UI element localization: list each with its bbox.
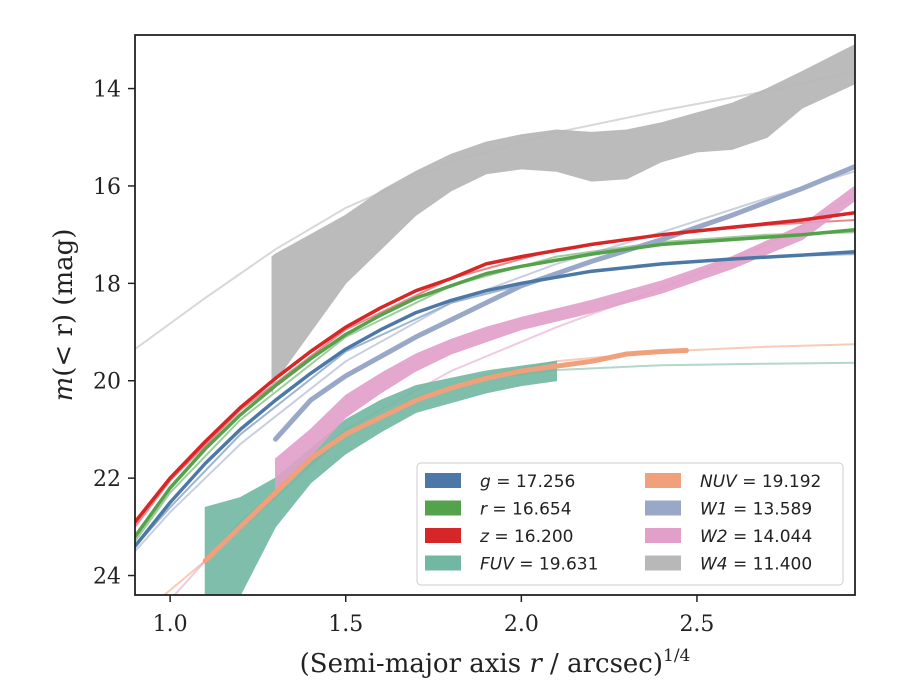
- y-axis-label: m(< r) (mag): [49, 229, 79, 402]
- model-curve-w1: [135, 170, 855, 552]
- legend-label-g: g = 17.256: [480, 472, 575, 492]
- legend-swatch-r: [425, 500, 461, 516]
- legend-swatch-nuv: [645, 473, 681, 488]
- x-tick-label: 1.0: [153, 612, 188, 637]
- series-line-nuv: [202, 348, 689, 564]
- y-tick-label: 20: [93, 370, 121, 395]
- legend-swatch-fuv: [425, 555, 461, 571]
- band-w2: [275, 185, 855, 497]
- legend-label-nuv: NUV = 19.192: [700, 472, 821, 492]
- x-tick-label: 1.5: [328, 612, 363, 637]
- plot-area: [135, 44, 855, 595]
- plot-frame: [134, 34, 856, 596]
- legend-swatch-w1: [645, 500, 681, 516]
- band-w4: [271, 44, 855, 394]
- legend-label-fuv: FUV = 19.631: [480, 555, 598, 575]
- y-tick-label: 18: [93, 272, 121, 297]
- y-tick-label: 22: [93, 467, 121, 492]
- y-tick-label: 14: [93, 78, 121, 103]
- legend-label-z: z = 16.200: [479, 527, 573, 547]
- legend-label-w4: W4 = 11.400: [700, 555, 812, 575]
- legend-label-w2: W2 = 14.044: [700, 527, 812, 547]
- legend-swatch-g: [425, 473, 461, 488]
- series-line-z: [135, 210, 855, 524]
- series-line-w1: [273, 164, 855, 442]
- legend-label-r: r = 16.654: [480, 500, 572, 520]
- x-axis-label: (Semi-major axis r / arcsec)1/4: [300, 646, 691, 679]
- y-tick-label: 24: [93, 565, 121, 590]
- legend-label-w1: W1 = 13.589: [700, 500, 812, 520]
- legend-swatch-z: [425, 528, 461, 543]
- x-tick-label: 2.5: [679, 612, 714, 637]
- x-tick-label: 2.0: [504, 612, 539, 637]
- legend: g = 17.256 r = 16.654 z = 16.200 FUV = 19.6…: [416, 462, 844, 586]
- legend-box: [416, 462, 844, 586]
- series-line-g: [135, 249, 855, 549]
- series-line-r: [135, 228, 855, 539]
- legend-swatch-w4: [645, 555, 681, 571]
- legend-swatch-w2: [645, 528, 681, 543]
- axes: 1.0 1.5 2.0 2.5 14 16 18 20 22 24: [93, 78, 714, 637]
- y-tick-label: 16: [93, 175, 121, 200]
